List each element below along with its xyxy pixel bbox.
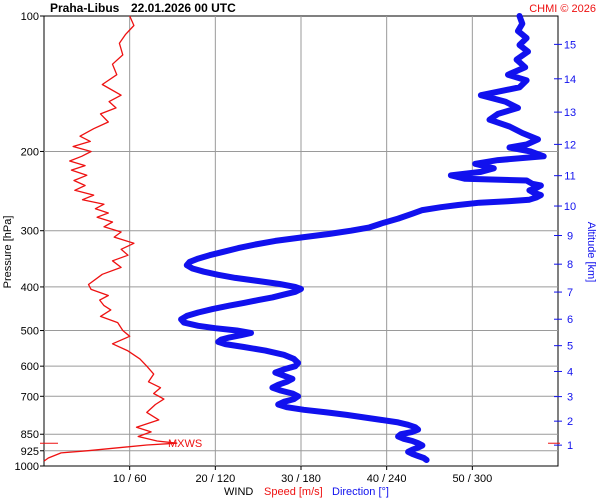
- altitude-tick-label: 6: [567, 314, 573, 326]
- x-tick-label: 40 / 240: [367, 473, 407, 485]
- x-tick-label: 50 / 300: [452, 473, 492, 485]
- altitude-axis-title: Altitude [km]: [585, 222, 597, 283]
- altitude-tick-label: 13: [564, 107, 576, 119]
- pressure-tick-label: 850: [21, 429, 39, 441]
- x-tick-label: 30 / 180: [281, 473, 321, 485]
- pressure-tick-label: 100: [21, 11, 39, 23]
- pressure-tick-label: 300: [21, 226, 39, 238]
- altitude-tick-label: 11: [564, 171, 575, 183]
- sounding-datetime: 22.01.2026 00 UTC: [131, 1, 236, 15]
- altitude-tick-label: 5: [567, 341, 573, 353]
- pressure-tick-label: 1000: [15, 461, 39, 473]
- altitude-tick-label: 12: [564, 139, 576, 151]
- altitude-tick-label: 7: [567, 287, 573, 299]
- speed-series-line: [43, 15, 178, 462]
- altitude-tick-label: 10: [564, 201, 576, 213]
- pressure-tick-label: 700: [21, 391, 39, 403]
- y-axis-title: Pressure [hPa]: [2, 216, 14, 289]
- x-axis: 10 / 60 20 / 120 30 / 180 40 / 240 50 / 300: [113, 466, 492, 485]
- pressure-tick-label: 200: [21, 146, 39, 158]
- altitude-tick-label: 9: [567, 231, 573, 243]
- x-tick-label: 10 / 60: [113, 473, 147, 485]
- pressure-tick-label: 400: [21, 282, 39, 294]
- altitude-tick-label: 15: [564, 39, 576, 51]
- station-name: Praha-Libus: [50, 1, 120, 15]
- altitude-tick-label: 3: [567, 392, 573, 404]
- x-tick-label: 20 / 120: [195, 473, 235, 485]
- x-axis-title-direction: Direction [°]: [332, 486, 389, 498]
- pressure-axis: 100 200 300 400 500 600 700 850 925 1000: [15, 11, 44, 473]
- x-axis-title-wind: WIND: [224, 486, 253, 498]
- altitude-tick-label: 14: [564, 74, 576, 86]
- altitude-tick-label: 4: [567, 366, 573, 378]
- x-axis-title-speed: Speed [m/s]: [264, 486, 323, 498]
- credit: CHMI © 2026: [529, 3, 596, 15]
- altitude-tick-label: 8: [567, 259, 573, 271]
- pressure-tick-label: 600: [21, 361, 39, 373]
- pressure-tick-label: 925: [21, 446, 39, 458]
- altitude-tick-label: 2: [567, 416, 573, 428]
- direction-series-line: [178, 13, 547, 463]
- grid: [43, 15, 559, 467]
- altitude-tick-label: 1: [567, 440, 573, 452]
- mxws-annotation: MXWS: [168, 438, 202, 450]
- pressure-tick-label: 500: [21, 326, 39, 338]
